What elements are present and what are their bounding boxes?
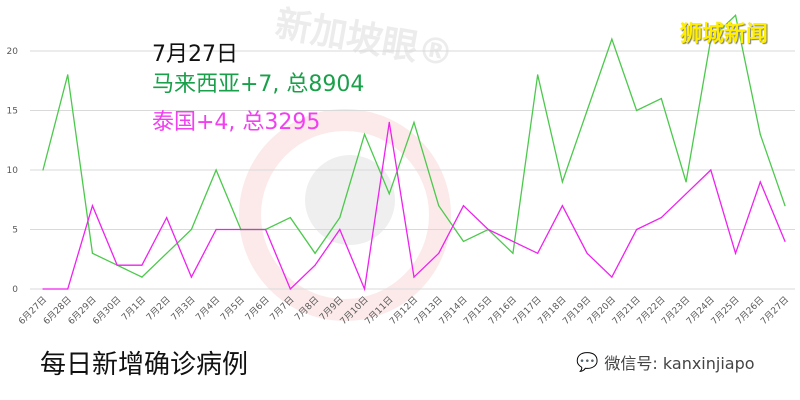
data-point xyxy=(190,276,192,278)
data-point xyxy=(710,169,712,171)
annotation-thailand: 泰国+4, 总3295 xyxy=(152,110,321,135)
data-point xyxy=(42,288,44,290)
annotation-date: 7月27日 xyxy=(152,42,238,67)
brand-logo-text: 狮城新闻 xyxy=(680,22,769,47)
data-point xyxy=(660,98,662,100)
x-tick-label: 7月3日 xyxy=(169,294,198,323)
data-point xyxy=(166,252,168,254)
data-point xyxy=(685,193,687,195)
data-point xyxy=(314,264,316,266)
data-point xyxy=(710,38,712,40)
data-point xyxy=(363,133,366,135)
data-point xyxy=(611,276,613,278)
data-point xyxy=(561,181,564,183)
data-point xyxy=(215,228,217,231)
data-point xyxy=(759,133,761,135)
data-point xyxy=(388,193,390,195)
data-point xyxy=(512,240,514,242)
x-tick-label: 7月2日 xyxy=(144,294,173,323)
data-point xyxy=(67,288,69,290)
data-point xyxy=(388,121,390,123)
data-point xyxy=(141,264,143,266)
x-tick-label: 7月1日 xyxy=(119,294,148,323)
data-point xyxy=(91,252,94,254)
data-point xyxy=(636,228,638,231)
watermark-logo-center xyxy=(305,155,395,245)
data-point xyxy=(561,205,564,207)
data-point xyxy=(660,217,662,219)
data-point xyxy=(759,181,761,183)
data-point xyxy=(116,264,118,266)
x-tick-label: 7月5日 xyxy=(218,294,247,323)
data-point xyxy=(537,74,539,76)
data-point xyxy=(462,240,465,242)
y-tick-label: 20 xyxy=(7,47,19,57)
data-point xyxy=(413,276,415,278)
data-point xyxy=(487,228,489,231)
y-tick-label: 10 xyxy=(7,166,19,176)
data-point xyxy=(413,121,415,123)
data-point xyxy=(462,205,465,207)
data-point xyxy=(537,252,539,254)
data-point xyxy=(611,38,613,40)
data-point xyxy=(166,217,168,219)
data-point xyxy=(289,288,291,290)
data-point xyxy=(289,217,291,219)
data-point xyxy=(240,228,242,231)
data-point xyxy=(91,205,94,207)
data-point xyxy=(636,109,638,112)
data-point xyxy=(438,205,440,207)
data-point xyxy=(363,288,366,290)
data-point xyxy=(314,252,316,254)
y-tick-label: 0 xyxy=(12,285,18,295)
data-point xyxy=(141,276,143,278)
data-point xyxy=(734,14,737,16)
wechat-icon: 💬 xyxy=(576,351,599,373)
data-point xyxy=(784,240,786,242)
data-point xyxy=(215,169,217,171)
data-point xyxy=(190,228,192,231)
data-point xyxy=(586,109,588,112)
data-point xyxy=(339,228,341,231)
wechat-id: 💬 微信号: kanxinjiapo xyxy=(576,350,755,374)
data-point xyxy=(42,169,44,171)
y-tick-label: 5 xyxy=(12,226,18,236)
data-point xyxy=(339,217,341,219)
wechat-id-text: 微信号: kanxinjiapo xyxy=(604,354,755,373)
annotation-malaysia: 马来西亚+7, 总8904 xyxy=(152,72,365,97)
x-tick-label: 7月6日 xyxy=(243,294,272,323)
data-point xyxy=(438,252,440,254)
chart-caption: 每日新增确诊病例 xyxy=(40,350,249,380)
data-point xyxy=(512,252,514,254)
data-point xyxy=(586,252,588,254)
data-point xyxy=(784,205,786,207)
y-tick-label: 15 xyxy=(7,107,18,117)
data-point xyxy=(265,228,267,231)
x-tick-label: 7月4日 xyxy=(194,294,223,323)
data-point xyxy=(67,74,69,76)
watermark-logo-ring xyxy=(239,109,451,321)
data-point xyxy=(685,181,687,183)
data-point xyxy=(734,252,737,254)
